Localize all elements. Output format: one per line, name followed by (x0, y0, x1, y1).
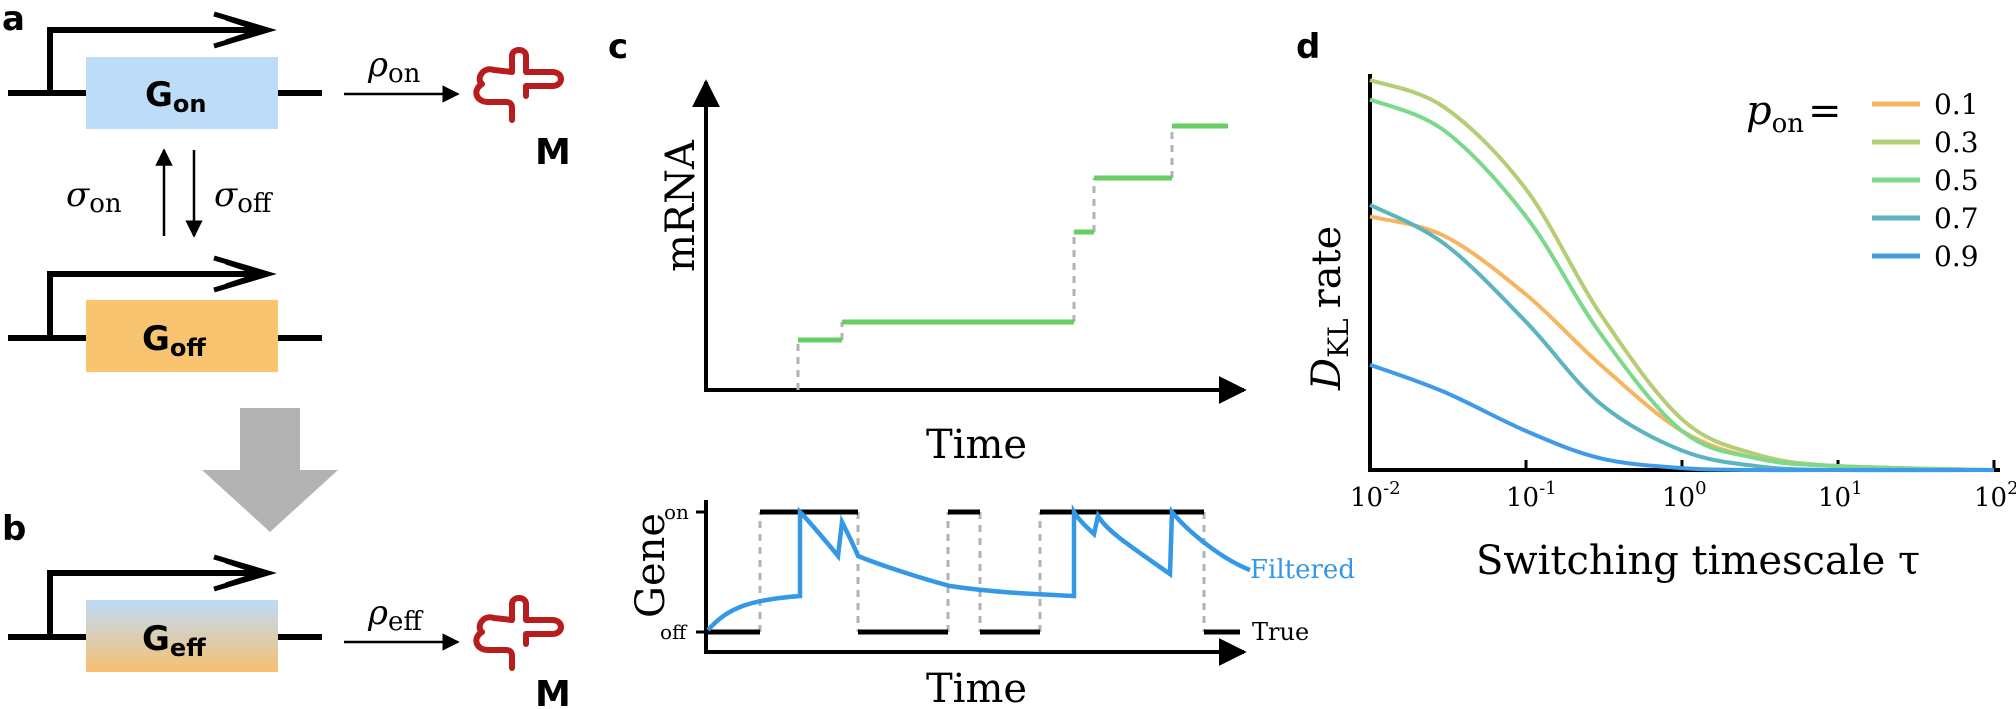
promoter-arrow-eff (47, 570, 262, 637)
gene-on-diagram: Gon (8, 11, 322, 129)
label-true: True (1252, 618, 1309, 646)
legend-label-0.9: 0.9 (1934, 240, 1979, 273)
dkl-ylabel: DKLrate (1304, 226, 1355, 391)
gene-true-trajectory (706, 509, 1240, 635)
rate-eff-label: ρeff (367, 593, 424, 637)
promoter-arrowhead-eff-icon (213, 554, 277, 592)
mrna-icon-b (473, 595, 564, 671)
x-tick-label-3: 101 (1818, 478, 1863, 513)
label-filtered: Filtered (1250, 555, 1355, 585)
panel-d: d 10-2 10-1 100 101 102 Switching timescale … (1296, 27, 2016, 584)
product-label-a: M (535, 132, 571, 173)
legend-title: pon = (1746, 88, 1842, 139)
panel-letter-d: d (1296, 27, 1320, 67)
legend-label-0.1: 0.1 (1934, 88, 1979, 121)
x-tick-label-4: 102 (1974, 478, 2016, 513)
switch-off-label: σoff (214, 175, 274, 219)
gene-switch-lines (758, 512, 1206, 632)
rate-on-label: ρon (367, 45, 421, 89)
mrna-xlabel: Time (926, 422, 1027, 468)
dkl-series-0.5 (1369, 97, 1995, 472)
panel-letter-a: a (2, 0, 25, 39)
legend-label-0.3: 0.3 (1934, 126, 1979, 159)
dkl-series-0.9 (1369, 362, 1994, 473)
gene-eff-box (86, 600, 278, 672)
promoter-arrow-off (47, 271, 262, 338)
panel-a: a Gon ρon M σon σoff Goff (2, 0, 571, 532)
x-tick-label-0: 10-2 (1350, 478, 1401, 513)
promoter-arrow-on (47, 27, 262, 93)
x-tick-label-2: 100 (1662, 478, 1707, 513)
x-tick-label-1: 10-1 (1506, 478, 1557, 513)
promoter-arrowhead-on-icon (213, 11, 277, 49)
dkl-legend: 0.1 0.3 0.5 0.7 0.9 (1872, 88, 1979, 273)
gene-ylabel: Gene (628, 513, 674, 618)
panel-letter-c: c (608, 27, 628, 67)
tick-off-label: off (660, 620, 688, 644)
panel-c: c mRNA Time Gene Time on off (608, 27, 1355, 709)
gene-off-label: Goff (142, 319, 206, 362)
mrna-ylabel: mRNA (658, 139, 704, 272)
gene-filtered-trajectory (706, 503, 1251, 632)
promoter-arrowhead-off-icon (213, 255, 277, 293)
mrna-jump-lines (796, 126, 1174, 390)
gene-off-box (86, 300, 278, 372)
gene-off-diagram: Goff (8, 255, 322, 372)
panel-b: b Geff ρeff M (2, 509, 571, 709)
legend-label-0.5: 0.5 (1934, 164, 1979, 197)
legend-label-0.7: 0.7 (1934, 202, 1979, 235)
gene-xlabel: Time (926, 666, 1027, 709)
dkl-xlabel: Switching timescale τ (1476, 538, 1920, 584)
gene-eff-label: Geff (142, 619, 206, 662)
reduction-arrow-icon (202, 408, 338, 532)
tick-on-label: on (664, 500, 689, 524)
product-label-b: M (535, 674, 571, 709)
switch-on-label: σon (66, 175, 122, 219)
dkl-curves (1369, 78, 1995, 473)
mrna-icon-a (473, 47, 564, 123)
mrna-trajectory (798, 123, 1228, 343)
gene-on-box (86, 57, 278, 129)
dkl-series-0.3 (1369, 78, 1995, 472)
panel-letter-b: b (2, 509, 26, 549)
gene-on-label: Gon (145, 75, 207, 118)
dkl-x-ticks: 10-2 10-1 100 101 102 (1350, 460, 2016, 513)
